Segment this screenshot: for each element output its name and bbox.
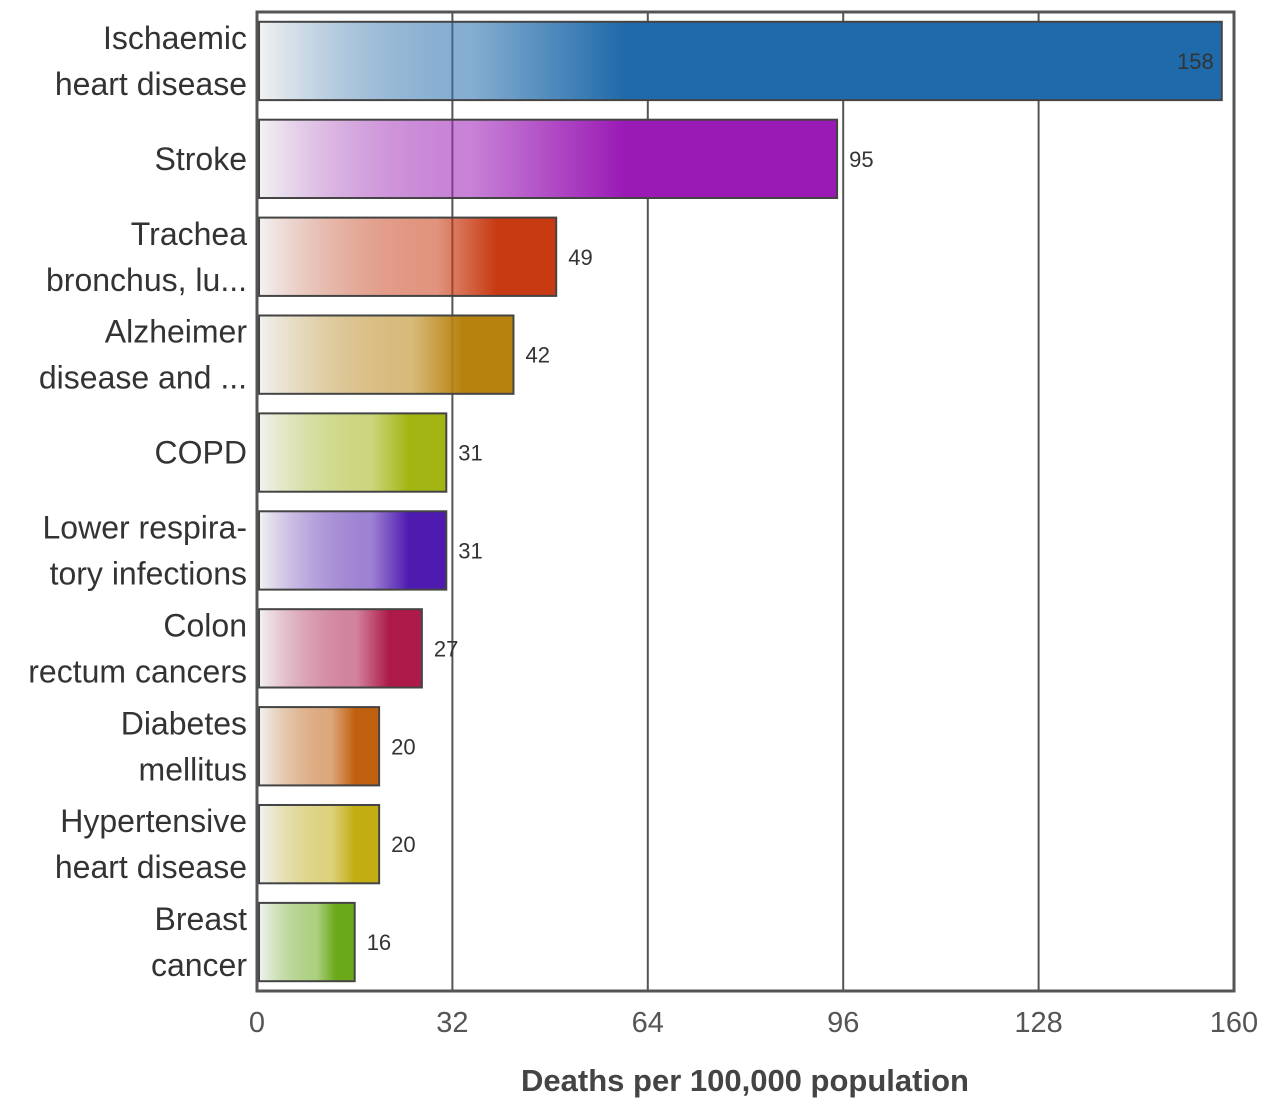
category-label: Lower respira-tory infections [42, 509, 247, 591]
x-axis-title: Deaths per 100,000 population [521, 1063, 969, 1098]
category-label: Trachea bronchus, lu... [46, 216, 247, 298]
bar[interactable] [258, 510, 448, 591]
x-tick-label: 128 [1014, 1007, 1062, 1039]
category-label: COPD [155, 435, 247, 471]
bar[interactable] [258, 314, 515, 395]
plot-frame [255, 10, 1236, 993]
bar[interactable] [258, 20, 1223, 102]
x-tick-label: 0 [249, 1007, 265, 1039]
category-label: Alzheimer disease and ... [39, 314, 247, 396]
bar[interactable] [258, 901, 356, 983]
bar[interactable] [258, 118, 839, 200]
x-tick-label: 32 [436, 1007, 468, 1039]
bar[interactable] [258, 216, 558, 297]
value-label: 95 [849, 147, 873, 172]
category-labels: Ischaemic heart disease Stroke Trachea bronc… [28, 20, 247, 983]
bar[interactable] [258, 412, 448, 493]
category-label: Stroke [155, 141, 247, 177]
x-tick-label: 160 [1210, 1007, 1258, 1039]
bar[interactable] [258, 706, 381, 787]
value-labels: 158 95 49 42 31 31 27 20 20 16 [367, 49, 1214, 955]
value-label: 31 [458, 441, 482, 466]
x-tick-label: 64 [632, 1007, 664, 1039]
category-label: Ischaemic heart disease [55, 20, 247, 102]
x-tick-label: 96 [827, 1007, 859, 1039]
bar[interactable] [258, 803, 381, 885]
value-label: 20 [391, 734, 415, 759]
value-label: 42 [525, 343, 549, 368]
value-label: 49 [568, 245, 592, 270]
category-label: Diabetes mellitus [121, 705, 247, 787]
value-label: 158 [1177, 49, 1214, 74]
value-label: 16 [367, 930, 391, 955]
x-axis-ticks: 0 32 64 96 128 160 [249, 1007, 1258, 1039]
value-label: 27 [434, 636, 458, 661]
bars [258, 20, 1223, 983]
value-label: 31 [458, 538, 482, 563]
bar[interactable] [258, 608, 423, 689]
category-label: Breast cancer [151, 901, 247, 983]
category-label: Colon rectum cancers [28, 607, 247, 689]
category-label: Hypertensive heart disease [55, 803, 247, 885]
value-label: 20 [391, 832, 415, 857]
